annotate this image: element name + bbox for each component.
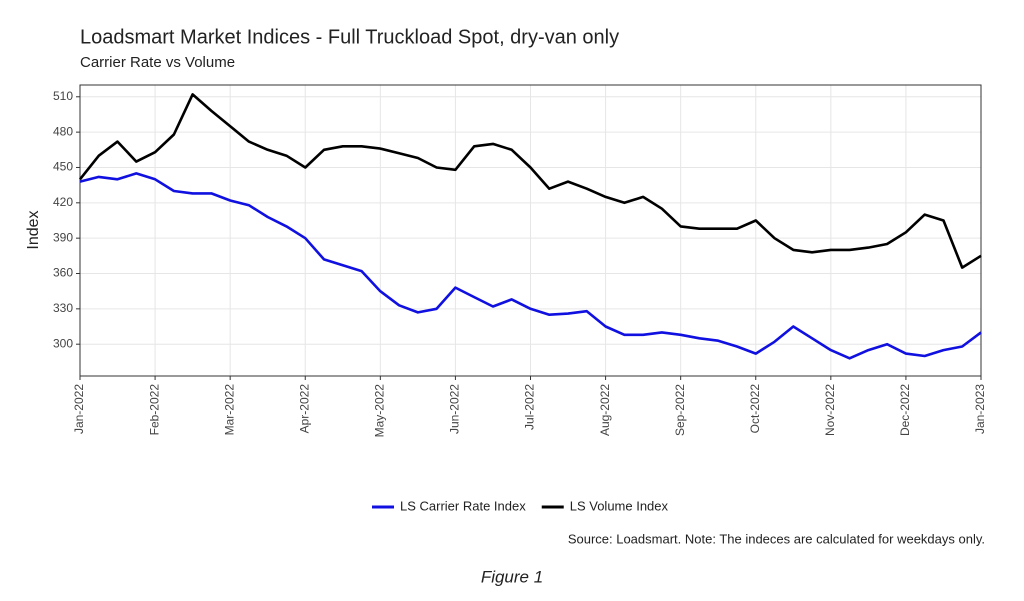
chart-title: Loadsmart Market Indices - Full Truckloa… <box>80 26 619 48</box>
y-tick-label: 300 <box>53 336 73 350</box>
y-tick-label: 450 <box>53 160 73 174</box>
source-note: Source: Loadsmart. Note: The indeces are… <box>568 531 985 546</box>
x-tick-label: Feb-2022 <box>147 384 161 436</box>
x-tick-label: Oct-2022 <box>748 384 762 434</box>
x-tick-label: Mar-2022 <box>222 384 236 436</box>
data-line <box>79 172 982 360</box>
y-tick-label: 420 <box>53 195 73 209</box>
x-tick-label: Jan-2022 <box>72 384 86 434</box>
x-tick-label: Aug-2022 <box>598 384 612 436</box>
x-tick-label: Jan-2023 <box>973 384 987 434</box>
y-tick-label: 360 <box>53 266 73 280</box>
y-tick-label: 510 <box>53 89 73 103</box>
plot-frame <box>79 84 982 377</box>
y-tick-label: 390 <box>53 230 73 244</box>
y-tick-label: 480 <box>53 124 73 138</box>
x-tick-label: Apr-2022 <box>297 384 311 434</box>
x-tick-label: Nov-2022 <box>823 384 837 436</box>
legend-label: LS Volume Index <box>570 498 669 513</box>
x-tick-label: Jul-2022 <box>523 384 537 430</box>
x-tick-label: Dec-2022 <box>898 384 912 436</box>
data-line <box>78 93 982 269</box>
chart-subtitle: Carrier Rate vs Volume <box>80 54 235 71</box>
y-axis-label: Index <box>25 210 42 249</box>
x-tick-label: Jun-2022 <box>448 384 462 434</box>
x-tick-label: May-2022 <box>373 384 387 438</box>
y-tick-label: 330 <box>53 301 73 315</box>
legend-label: LS Carrier Rate Index <box>400 498 526 513</box>
x-tick-label: Sep-2022 <box>673 384 687 436</box>
figure-caption: Figure 1 <box>481 567 543 586</box>
